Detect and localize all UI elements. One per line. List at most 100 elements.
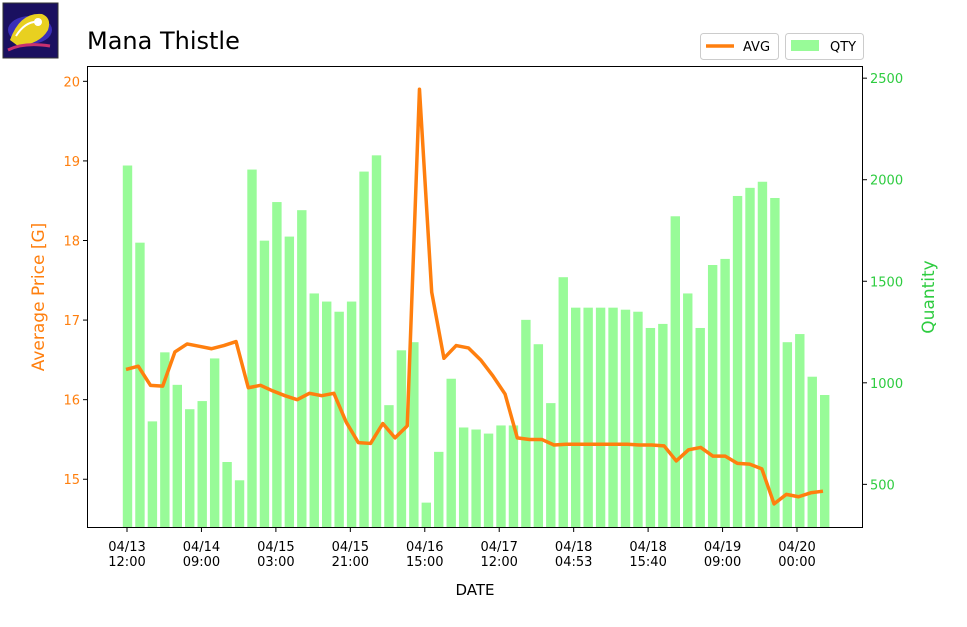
qty-bar <box>695 327 705 527</box>
qty-bar <box>272 202 282 527</box>
legend-item-avg: AVG <box>700 33 779 60</box>
qty-bar <box>496 425 506 527</box>
x-axis-tick-date: 04/20 <box>778 540 815 555</box>
qty-bar <box>446 378 456 527</box>
qty-bar <box>583 307 593 527</box>
qty-bar <box>160 352 170 527</box>
qty-bar <box>707 265 718 527</box>
qty-bar <box>259 240 270 527</box>
chart-title: Mana Thistle <box>87 27 240 55</box>
left-axis-tick-label: 19 <box>63 155 80 170</box>
qty-bar <box>396 350 407 527</box>
qty-bar <box>757 181 768 527</box>
x-axis-tick-time: 21:00 <box>332 555 369 570</box>
qty-bar <box>185 409 195 527</box>
qty-bar <box>346 301 357 527</box>
qty-bar <box>122 165 133 527</box>
item-thumbnail-icon <box>2 2 59 59</box>
qty-bar <box>720 258 730 527</box>
qty-bar <box>558 277 568 527</box>
x-axis-tick-time: 15:40 <box>629 555 666 570</box>
qty-bar <box>222 462 232 527</box>
x-axis-tick-time: 03:00 <box>257 555 294 570</box>
qty-bar <box>309 293 319 527</box>
left-axis-tick-label: 18 <box>63 234 80 249</box>
qty-bar <box>533 344 544 527</box>
left-axis-tick-label: 20 <box>63 75 80 90</box>
qty-bar <box>745 187 755 527</box>
qty-bar <box>334 311 344 527</box>
x-axis-tick-date: 04/14 <box>183 540 220 555</box>
qty-bar <box>434 451 444 527</box>
left-axis-tick-label: 17 <box>63 314 80 329</box>
qty-bar <box>595 307 606 527</box>
left-axis-tick-label: 15 <box>63 473 80 488</box>
right-axis-tick-label: 2500 <box>870 72 903 87</box>
qty-bar <box>297 210 307 527</box>
qty-bar <box>770 197 780 528</box>
qty-bar <box>197 401 207 527</box>
qty-bar <box>409 342 419 527</box>
qty-bar <box>322 301 332 527</box>
qty-bar <box>546 403 556 527</box>
qty-bar <box>421 502 431 527</box>
qty-bar <box>807 376 817 527</box>
left-axis-label: Average Price [G] <box>29 223 49 372</box>
qty-bar <box>683 293 693 527</box>
x-axis-tick-time: 12:00 <box>108 555 145 570</box>
qty-bar <box>471 429 481 527</box>
avg-line-layer <box>125 87 824 506</box>
right-axis-label: Quantity <box>919 260 939 333</box>
x-axis-tick-date: 04/18 <box>555 540 592 555</box>
x-axis-tick-date: 04/17 <box>480 540 517 555</box>
qty-bar <box>521 319 531 527</box>
legend: AVG QTY <box>700 33 864 60</box>
qty-bar <box>234 480 245 527</box>
legend-item-qty: QTY <box>785 33 864 60</box>
right-axis: 500 1000 1500 2000 2500 <box>862 72 903 493</box>
x-axis-tick-date: 04/18 <box>629 540 666 555</box>
qty-bar <box>458 427 469 527</box>
qty-bar <box>645 327 656 527</box>
qty-bar <box>209 358 220 527</box>
x-axis-tick-date: 04/19 <box>704 540 741 555</box>
x-axis: 04/1312:0004/1409:0004/1503:0004/1521:00… <box>108 527 816 570</box>
qty-bar <box>608 307 618 527</box>
qty-bar <box>508 425 519 527</box>
qty-bar <box>633 311 643 527</box>
qty-bar <box>247 169 257 527</box>
left-axis: 15 16 17 18 19 20 <box>63 75 88 488</box>
right-axis-tick-label: 500 <box>870 478 895 493</box>
x-axis-tick-time: 15:00 <box>406 555 443 570</box>
qty-bar <box>483 433 494 527</box>
qty-bar <box>782 342 793 527</box>
qty-bar <box>384 405 394 527</box>
qty-bar <box>620 309 631 527</box>
qty-bar <box>658 323 668 527</box>
legend-qty-label: QTY <box>830 40 856 55</box>
qty-bar <box>284 236 295 527</box>
right-axis-tick-label: 1000 <box>870 377 903 392</box>
qty-bar <box>147 421 158 527</box>
x-axis-tick-time: 09:00 <box>704 555 741 570</box>
x-axis-tick-date: 04/16 <box>406 540 443 555</box>
x-axis-tick-date: 04/15 <box>257 540 294 555</box>
qty-bar <box>135 242 145 528</box>
left-axis-tick-label: 16 <box>63 394 80 409</box>
qty-bar <box>371 155 382 527</box>
x-axis-tick-time: 12:00 <box>480 555 517 570</box>
qty-bar <box>670 216 680 527</box>
x-axis-label: DATE <box>455 581 494 599</box>
plot-area <box>87 66 863 528</box>
qty-bar <box>820 394 830 527</box>
legend-avg-label: AVG <box>743 40 770 55</box>
x-axis-tick-date: 04/13 <box>108 540 145 555</box>
qty-bar <box>795 334 805 527</box>
x-axis-tick-date: 04/15 <box>332 540 369 555</box>
x-axis-tick-time: 09:00 <box>183 555 220 570</box>
x-axis-tick-time: 04:53 <box>555 555 592 570</box>
right-axis-tick-label: 1500 <box>870 275 903 290</box>
qty-bar <box>172 384 182 527</box>
qty-bar <box>359 171 369 527</box>
